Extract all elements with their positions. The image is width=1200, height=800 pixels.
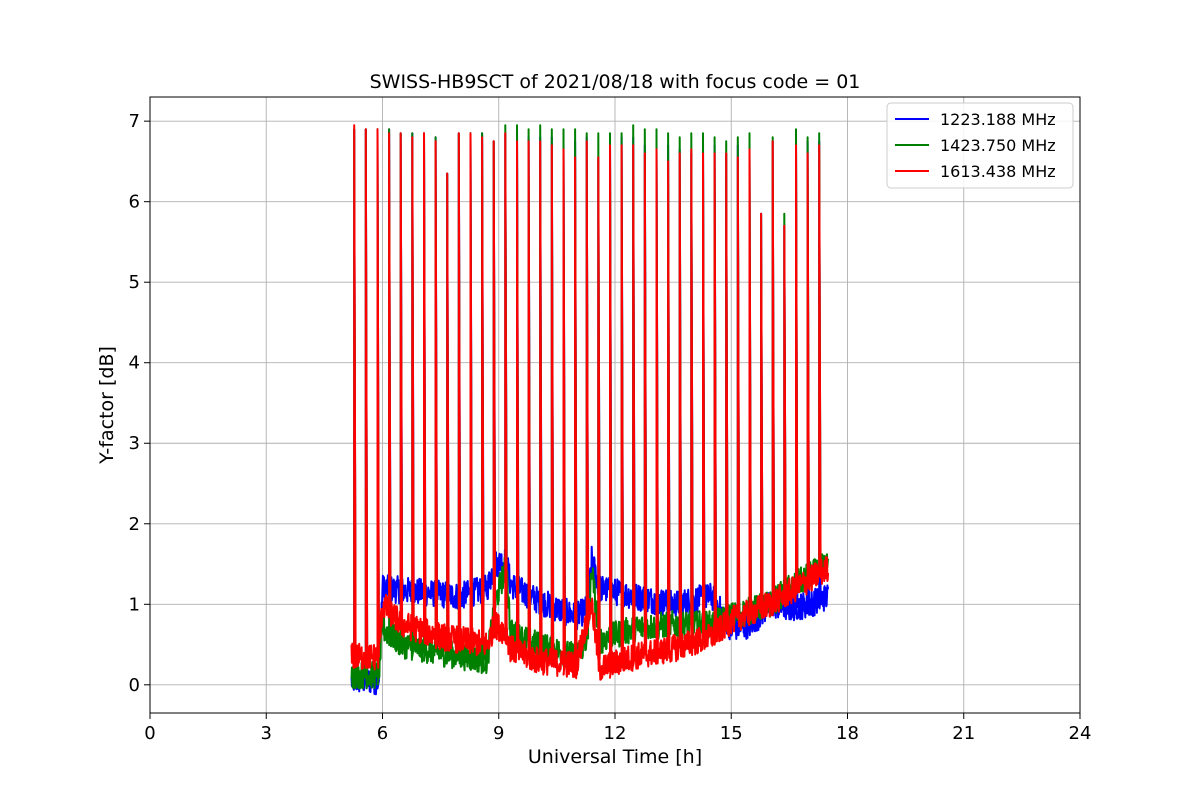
y-axis-label: Y-factor [dB] xyxy=(96,346,118,465)
legend-label: 1223.188 MHz xyxy=(940,110,1056,129)
x-tick-label: 18 xyxy=(836,723,859,744)
legend-box xyxy=(886,102,1074,189)
x-tick-label: 24 xyxy=(1069,723,1092,744)
legend: 1223.188 MHz 1423.750 MHz 1613.438 MHz xyxy=(886,102,1074,189)
y-tick-label: 0 xyxy=(129,675,140,696)
legend-label: 1423.750 MHz xyxy=(940,136,1056,155)
x-tick-label: 15 xyxy=(720,723,743,744)
y-tick-label: 4 xyxy=(129,353,140,374)
legend-label: 1613.438 MHz xyxy=(940,162,1056,181)
chart-title: SWISS-HB9SCT of 2021/08/18 with focus co… xyxy=(370,71,861,93)
x-axis-label: Universal Time [h] xyxy=(528,746,702,768)
y-tick-label: 3 xyxy=(129,433,140,454)
x-axis-ticks: 0 3 6 9 12 15 18 21 24 xyxy=(144,713,1091,744)
y-tick-label: 1 xyxy=(129,594,140,615)
y-axis-ticks: 0 1 2 3 4 5 6 7 xyxy=(129,111,150,696)
y-tick-label: 7 xyxy=(129,111,140,132)
axes-frame xyxy=(149,96,1081,714)
x-tick-label: 12 xyxy=(604,723,627,744)
x-tick-label: 3 xyxy=(261,723,272,744)
x-tick-label: 9 xyxy=(493,723,504,744)
y-tick-label: 2 xyxy=(129,514,140,535)
series-line xyxy=(350,124,830,681)
x-tick-label: 6 xyxy=(377,723,388,744)
x-tick-label: 0 xyxy=(144,723,155,744)
y-tick-label: 6 xyxy=(129,192,140,213)
series-1613-438-mhz xyxy=(350,124,830,681)
grid xyxy=(149,97,1081,713)
x-tick-label: 21 xyxy=(952,723,975,744)
y-tick-label: 5 xyxy=(129,272,140,293)
plot-area xyxy=(350,124,830,696)
